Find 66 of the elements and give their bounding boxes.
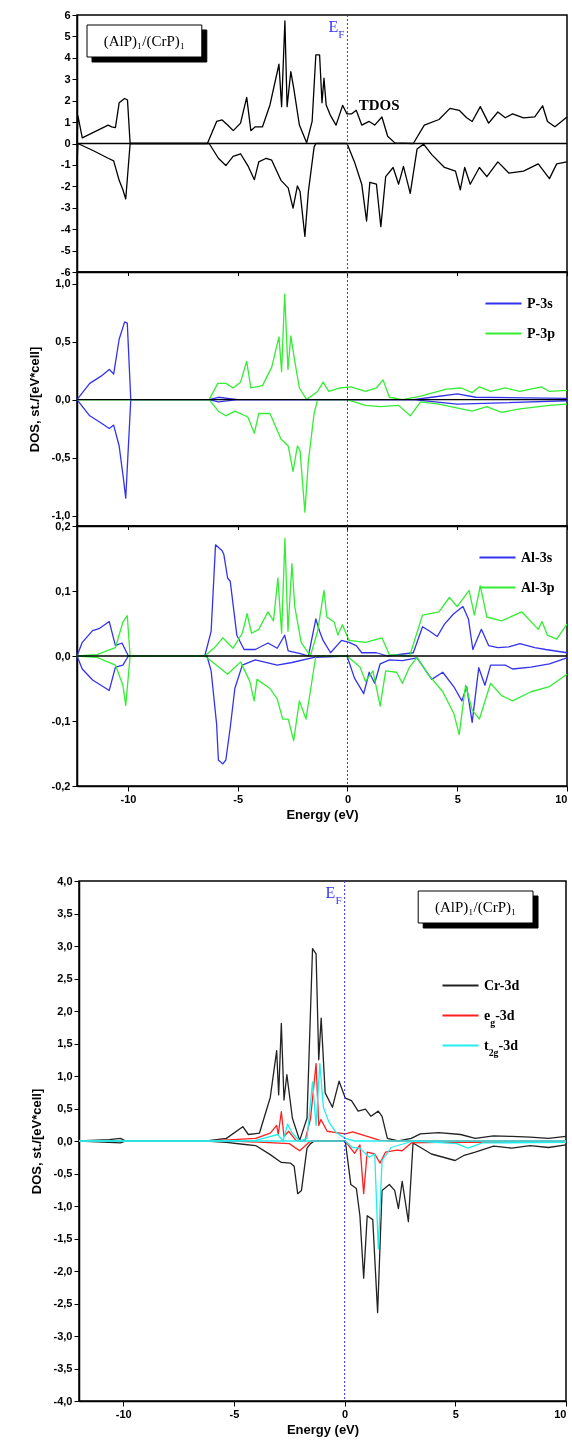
y-tick-label: -3 xyxy=(60,201,71,214)
y-tick-label: -6 xyxy=(60,265,71,278)
legend-label: e$_{g}$-3d xyxy=(484,1007,515,1027)
y-tick-label: -2 xyxy=(60,179,71,192)
y-tick-label: -1 xyxy=(60,158,71,171)
x-axis-title: Energy (eV) xyxy=(286,1421,360,1437)
y-tick-label: 4 xyxy=(64,51,72,64)
x-tick-label: -10 xyxy=(115,1407,132,1420)
x-tick-label: 10 xyxy=(554,1407,567,1420)
y-tick-label: -4,0 xyxy=(53,1394,73,1407)
y-axis-title: DOS, st./[eV*cell] xyxy=(26,346,42,453)
y-tick-label: -1,5 xyxy=(53,1232,73,1244)
y-tick-label: 0,1 xyxy=(55,584,71,597)
y-tick-label: 0 xyxy=(64,137,71,149)
y-tick-label: 1 xyxy=(64,115,71,128)
annotation: (AlP)₁/(CrP)₁ xyxy=(434,899,517,916)
x-tick-label: -10 xyxy=(120,792,137,805)
y-tick-label: 0,0 xyxy=(55,649,71,662)
y-axis-title: DOS, st./[eV*cell] xyxy=(28,1088,44,1195)
y-tick-label: -1,0 xyxy=(51,509,71,522)
legend-label: P-3s xyxy=(527,295,554,311)
x-tick-label: 5 xyxy=(452,1407,459,1420)
legend-label: t$_{2g}$-3d xyxy=(484,1037,519,1057)
y-tick-label: 6 xyxy=(64,8,71,21)
y-tick-label: -4 xyxy=(60,222,72,235)
y-tick-label: -0,2 xyxy=(51,779,71,792)
y-tick-label: 1,5 xyxy=(57,1037,73,1049)
x-tick-label: 0 xyxy=(342,1407,349,1420)
y-tick-label: -5 xyxy=(60,244,71,257)
y-tick-label: 2,5 xyxy=(57,972,73,984)
y-tick-label: 2 xyxy=(64,94,71,107)
y-tick-label: -0,5 xyxy=(53,1167,73,1179)
y-tick-label: 3 xyxy=(64,72,71,85)
x-tick-label: 0 xyxy=(344,792,352,805)
y-tick-label: -0,1 xyxy=(51,714,71,727)
y-tick-label: 4,0 xyxy=(57,874,73,887)
y-tick-label: 3,0 xyxy=(57,939,73,952)
annotation: TDOS xyxy=(358,97,400,113)
legend-label: P-3p xyxy=(527,325,556,341)
y-tick-label: -1,0 xyxy=(53,1199,73,1212)
ref-line-label: E$_{F}$ xyxy=(328,18,345,40)
y-tick-label: -2,5 xyxy=(53,1297,73,1309)
annotation: (AlP)₁/(CrP)₁ xyxy=(103,33,186,50)
legend-label: Cr-3d xyxy=(484,977,520,993)
y-tick-label: -2,0 xyxy=(53,1264,73,1277)
y-tick-label: 3,5 xyxy=(57,907,73,919)
legend-label: Al-3p xyxy=(521,579,555,595)
y-tick-label: 0,2 xyxy=(55,519,71,532)
y-tick-label: 1,0 xyxy=(57,1069,73,1082)
y-tick-label: -3,0 xyxy=(53,1329,73,1342)
y-tick-label: 0,0 xyxy=(55,393,71,406)
x-tick-label: 10 xyxy=(555,792,568,805)
legend-label: Al-3s xyxy=(521,549,553,565)
y-tick-label: 1,0 xyxy=(55,277,71,290)
y-tick-label: 5 xyxy=(64,29,71,42)
y-tick-label: 0,5 xyxy=(55,335,71,348)
y-tick-label: -0,5 xyxy=(51,451,71,464)
y-tick-label: 0,0 xyxy=(57,1134,73,1147)
y-tick-label: -3,5 xyxy=(53,1362,73,1374)
x-tick-label: -5 xyxy=(233,792,244,805)
x-tick-label: -5 xyxy=(229,1407,240,1420)
y-tick-label: 2,0 xyxy=(57,1004,73,1017)
x-axis-title: Energy (eV) xyxy=(286,806,359,822)
x-tick-label: 5 xyxy=(454,792,461,805)
y-tick-label: 0,5 xyxy=(57,1102,73,1114)
ref-line-label: E$_{F}$ xyxy=(325,884,342,906)
